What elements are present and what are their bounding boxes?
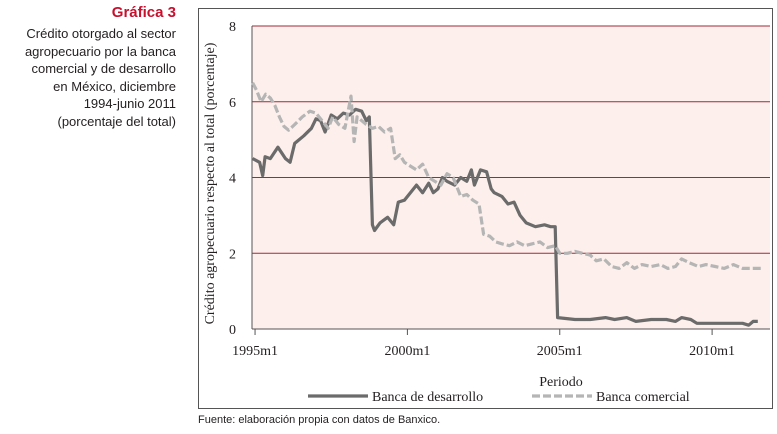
x-tick-label: 2010m1 — [689, 344, 735, 359]
x-tick-label: 2005m1 — [537, 344, 583, 359]
caption-line: (porcentaje del total) — [57, 113, 176, 129]
source-note: Fuente: elaboración propia con datos de … — [198, 414, 441, 426]
y-tick-label: 2 — [229, 247, 236, 262]
y-tick-label: 4 — [229, 172, 236, 187]
caption-line: comercial y de desarrollo — [31, 61, 176, 77]
caption-line: agropecuario por la banca — [24, 43, 176, 59]
y-tick-label: 6 — [229, 96, 236, 111]
caption-line: 1994-junio 2011 — [83, 96, 176, 112]
x-axis-title: Periodo — [539, 375, 583, 390]
figure-number: Gráfica 3 — [111, 4, 176, 21]
figure-caption: Gráfica 3 Crédito otorgado al sector agr… — [0, 4, 176, 131]
legend-label: Banca comercial — [596, 390, 690, 405]
y-tick-label: 8 — [229, 20, 236, 35]
caption-line: en México, diciembre — [53, 78, 176, 94]
line-chart: 0 2 4 6 8 1995m1 2000m1 2005m1 2010m1 Periodo Créd… — [203, 20, 770, 405]
x-tick-label: 2000m1 — [384, 344, 430, 359]
x-tick-label: 1995m1 — [232, 344, 278, 359]
legend-label: Banca de desarrollo — [372, 390, 483, 405]
series-line-banca-comercial — [251, 82, 761, 270]
series-line-banca-de-desarrollo — [251, 107, 758, 327]
y-tick-label: 0 — [229, 323, 236, 338]
y-axis-title: Crédito agropecuario respecto al total (… — [203, 42, 218, 324]
caption-line: Crédito otorgado al sector — [26, 26, 176, 41]
